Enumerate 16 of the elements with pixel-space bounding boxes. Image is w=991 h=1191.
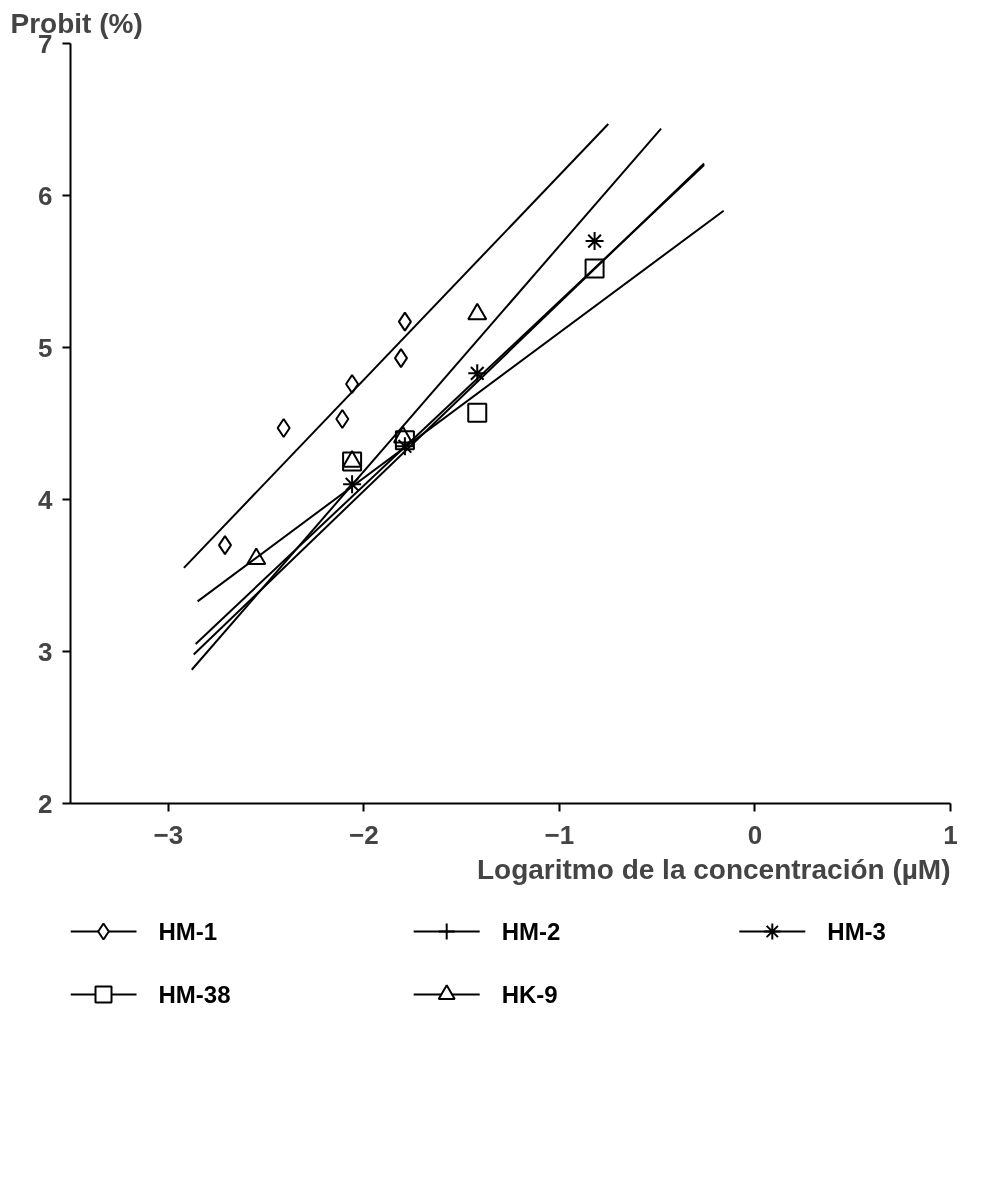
legend-label: HK-9 [501, 981, 558, 1008]
x-tick-label: −1 [544, 819, 575, 850]
y-tick-label: 4 [38, 484, 54, 515]
x-tick-label: −3 [153, 819, 184, 850]
y-tick-label: 3 [38, 636, 53, 667]
x-tick-label: 0 [747, 819, 763, 850]
y-tick-label: 5 [38, 332, 53, 363]
legend-label: HM-1 [158, 918, 218, 945]
legend-label: HM-2 [501, 918, 561, 945]
y-tick-label: 2 [38, 788, 53, 819]
y-tick-label: 6 [38, 180, 53, 211]
legend-label: HM-3 [827, 918, 886, 945]
x-tick-label: −2 [349, 819, 379, 850]
legend-label: HM-38 [158, 981, 231, 1008]
x-tick-label: 1 [943, 819, 958, 850]
x-axis-title: Logaritmo de la concentración (µM) [476, 853, 951, 885]
